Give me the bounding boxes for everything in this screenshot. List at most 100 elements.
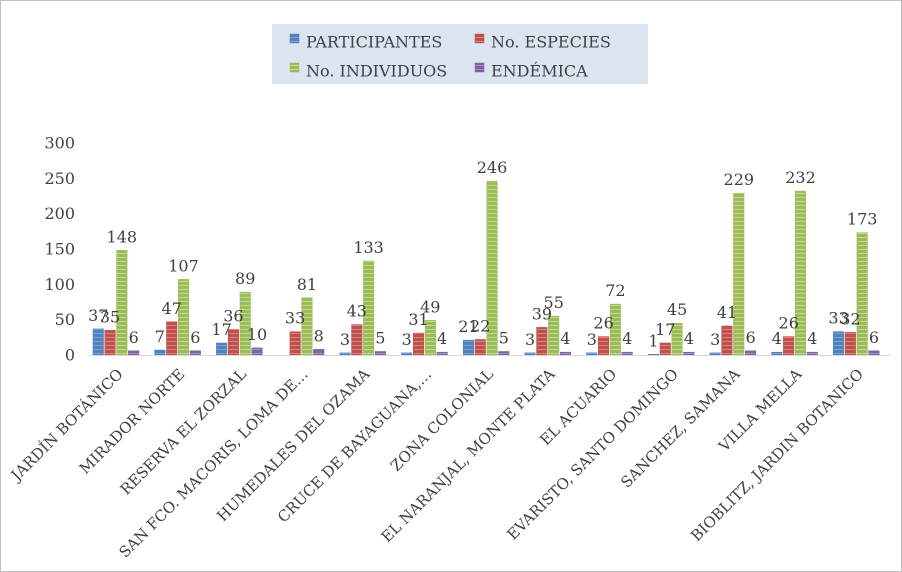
data-label: 3 [587, 330, 597, 349]
legend-swatch [474, 62, 485, 73]
data-label: 173 [847, 210, 878, 229]
bar [744, 350, 757, 356]
data-label: 31 [408, 310, 428, 329]
data-label: 5 [375, 329, 385, 348]
data-label: 17 [211, 320, 231, 339]
data-label: 3 [402, 330, 412, 349]
bar [733, 192, 745, 356]
data-label: 4 [560, 329, 570, 348]
bar [374, 351, 387, 356]
y-tick-label: 100 [44, 275, 75, 294]
data-label: 232 [785, 168, 816, 187]
data-label: 43 [347, 302, 367, 321]
data-label: 26 [779, 314, 799, 333]
bar [832, 331, 845, 356]
y-tick-label: 250 [44, 169, 75, 188]
bar [189, 350, 201, 356]
bar [92, 328, 104, 356]
bar [536, 327, 548, 356]
legend-label: PARTICIPANTES [306, 33, 442, 52]
bar [621, 351, 633, 356]
bar [806, 351, 818, 356]
legend-swatch [474, 33, 485, 44]
bar [498, 351, 510, 356]
y-axis: 0 50 100 150 200 250 300 [44, 134, 75, 365]
bar [709, 352, 721, 356]
data-label: 6 [190, 328, 200, 347]
bar [128, 350, 140, 356]
data-label: 36 [223, 307, 243, 326]
data-label: 22 [470, 317, 490, 336]
data-label: 4 [437, 329, 447, 348]
bar [339, 352, 351, 356]
legend-label: No. ESPECIES [491, 33, 611, 52]
data-label: 41 [717, 303, 737, 322]
bar [659, 342, 671, 356]
data-label: 21 [458, 317, 478, 336]
y-tick-label: 300 [44, 134, 75, 153]
data-label: 4 [622, 329, 632, 348]
x-tick-label: RESERVA EL ZORZAL [117, 365, 250, 498]
bar [289, 331, 301, 356]
bar [868, 350, 880, 356]
bar [783, 336, 795, 356]
data-label: 37 [88, 306, 108, 325]
bar [436, 351, 448, 356]
bar [166, 321, 178, 356]
data-label: 4 [807, 329, 817, 348]
bar [154, 349, 166, 356]
y-tick-label: 150 [44, 240, 75, 259]
bar [559, 351, 572, 356]
bar [844, 332, 856, 356]
data-label: 6 [746, 328, 756, 347]
bar [313, 348, 325, 356]
bar [251, 347, 263, 356]
y-tick-label: 200 [44, 204, 75, 223]
bars-group [92, 180, 880, 356]
data-label: 49 [420, 297, 440, 316]
data-label: 39 [532, 304, 552, 323]
bar [771, 351, 783, 356]
data-label: 35 [100, 307, 120, 326]
data-label: 47 [162, 299, 182, 318]
legend-swatch [289, 33, 300, 44]
data-label: 32 [840, 309, 860, 328]
data-label: 72 [605, 281, 625, 300]
data-label: 3 [525, 330, 535, 349]
data-label: 148 [107, 227, 138, 246]
bar [586, 352, 598, 356]
data-label: 26 [593, 314, 613, 333]
bar [856, 232, 868, 356]
data-label: 33 [828, 309, 848, 328]
data-label: 1 [648, 331, 658, 350]
data-label: 6 [129, 328, 139, 347]
bar [412, 332, 425, 356]
data-label: 246 [477, 158, 508, 177]
bar [216, 342, 228, 356]
bar [721, 325, 733, 356]
legend-label: ENDÉMICA [491, 61, 588, 81]
bar [647, 353, 660, 356]
data-label: 6 [869, 328, 879, 347]
x-tick-label: SANCHEZ, SAMANA [617, 365, 743, 491]
data-label: 107 [168, 256, 199, 275]
bar [597, 336, 610, 356]
bar [351, 324, 363, 356]
data-label: 89 [235, 269, 255, 288]
data-label: 133 [353, 238, 384, 257]
bar [104, 329, 116, 356]
legend-box [272, 24, 648, 84]
data-label: 3 [340, 330, 350, 349]
bar [116, 250, 128, 356]
bar [401, 352, 413, 356]
x-tick-label: JARDÍN BOTÁNICO [6, 365, 127, 486]
x-tick-label: MIRADOR NORTE [76, 365, 189, 478]
bar [474, 339, 486, 356]
data-label: 17 [655, 320, 675, 339]
data-label: 10 [247, 325, 267, 344]
data-label: 4 [684, 329, 694, 348]
bar [683, 351, 695, 356]
legend-swatch [289, 62, 300, 73]
